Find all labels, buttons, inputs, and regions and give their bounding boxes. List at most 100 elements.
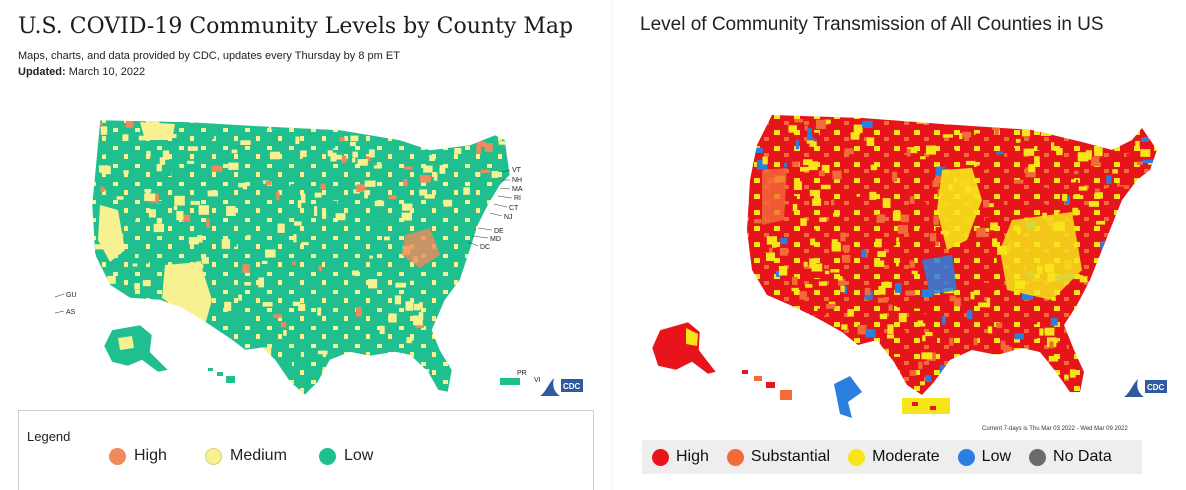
county-cell bbox=[301, 242, 309, 246]
county-cell bbox=[1091, 156, 1102, 167]
legend: Legend High Medium Low bbox=[18, 410, 594, 490]
county-cell bbox=[273, 136, 278, 147]
nj-label: NJ bbox=[504, 214, 513, 221]
county-cell bbox=[426, 378, 432, 384]
county-cell bbox=[328, 200, 338, 209]
county-cell bbox=[1024, 356, 1035, 364]
low-swatch bbox=[319, 447, 336, 465]
county-cell bbox=[987, 326, 993, 334]
county-cell bbox=[1107, 331, 1115, 338]
county-cell bbox=[170, 338, 181, 347]
county-cell bbox=[140, 389, 150, 393]
county-cell bbox=[842, 244, 850, 252]
legend-high-label-right: High bbox=[676, 448, 709, 465]
county-cell bbox=[394, 132, 401, 139]
legend-medium-label: Medium bbox=[230, 447, 287, 464]
county-cell bbox=[267, 257, 277, 266]
county-cell bbox=[240, 364, 250, 370]
county-cell bbox=[754, 219, 762, 224]
county-cell bbox=[413, 303, 421, 311]
county-cell bbox=[505, 122, 510, 132]
county-cell bbox=[763, 248, 770, 253]
county-cell bbox=[356, 184, 366, 192]
cdc-logo-right: CDC bbox=[1124, 379, 1167, 397]
community-transmission-panel: Level of Community Transmission of All C… bbox=[612, 0, 1186, 490]
county-cell bbox=[840, 285, 845, 293]
county-cell bbox=[1121, 303, 1132, 310]
legend-title: Legend bbox=[27, 429, 71, 444]
county-cell bbox=[388, 195, 397, 200]
county-cell bbox=[1051, 142, 1055, 151]
county-cell bbox=[1094, 147, 1103, 157]
county-cell bbox=[1149, 350, 1157, 355]
county-cell bbox=[935, 227, 943, 233]
county-cell bbox=[300, 193, 306, 203]
county-cell bbox=[146, 150, 151, 157]
county-cell bbox=[1085, 150, 1092, 160]
county-cell bbox=[906, 147, 918, 154]
alaska-shape-right bbox=[651, 321, 717, 375]
county-cell bbox=[211, 165, 223, 172]
county-cell bbox=[190, 200, 200, 205]
county-cell bbox=[1140, 137, 1149, 142]
county-cell bbox=[115, 381, 127, 385]
county-cell bbox=[927, 335, 938, 343]
county-cell bbox=[921, 352, 933, 360]
county-cell bbox=[439, 167, 446, 174]
county-cell bbox=[856, 394, 864, 395]
county-cell bbox=[240, 140, 251, 145]
county-cell bbox=[819, 217, 827, 222]
county-cell bbox=[1087, 128, 1098, 134]
county-cell bbox=[986, 297, 991, 308]
county-cell bbox=[132, 263, 138, 267]
county-cell bbox=[314, 206, 318, 216]
county-cell bbox=[1051, 297, 1056, 301]
us-county-map-transmission[interactable]: CDC bbox=[612, 0, 1186, 440]
county-cell bbox=[244, 282, 251, 286]
county-cell bbox=[748, 166, 752, 173]
county-cell bbox=[355, 366, 367, 372]
county-cell bbox=[402, 203, 413, 211]
county-cell bbox=[1137, 372, 1146, 378]
county-cell bbox=[803, 261, 808, 267]
county-cell bbox=[317, 307, 322, 316]
county-cell bbox=[1097, 299, 1104, 309]
county-cell bbox=[917, 320, 926, 327]
county-cell bbox=[855, 137, 860, 145]
us-county-map-community-levels[interactable]: PR VI GU AS VT NH MA RI CT NJ DE MD DC bbox=[0, 0, 612, 410]
nh-label: NH bbox=[512, 177, 522, 184]
county-cell bbox=[476, 145, 482, 154]
county-cell bbox=[162, 150, 170, 160]
county-cell bbox=[1062, 193, 1068, 201]
county-cell bbox=[959, 133, 963, 140]
county-cell bbox=[994, 130, 999, 135]
county-cell bbox=[187, 160, 195, 164]
legend-item-no-data: No Data bbox=[1029, 448, 1112, 466]
county-cell bbox=[1021, 369, 1029, 374]
county-cell bbox=[1021, 127, 1031, 137]
county-cell bbox=[820, 184, 831, 190]
county-cell bbox=[427, 137, 434, 142]
county-cell bbox=[950, 149, 956, 154]
county-cell bbox=[800, 166, 810, 172]
county-cell bbox=[276, 191, 280, 201]
county-cell bbox=[1056, 147, 1063, 156]
county-cell bbox=[838, 276, 843, 281]
county-cell bbox=[1131, 281, 1142, 292]
county-cell bbox=[803, 375, 813, 382]
county-cell bbox=[821, 164, 830, 174]
county-cell bbox=[246, 234, 251, 240]
legend-moderate-label: Moderate bbox=[872, 448, 940, 465]
county-cell bbox=[948, 295, 956, 302]
county-cell bbox=[923, 314, 932, 324]
county-cell bbox=[886, 334, 894, 339]
county-cell bbox=[1007, 148, 1016, 158]
plains-moderate-region bbox=[937, 168, 982, 250]
county-cell bbox=[1004, 197, 1009, 201]
county-cell bbox=[350, 135, 359, 142]
county-cell bbox=[419, 189, 428, 196]
county-cell bbox=[134, 283, 140, 290]
county-cell bbox=[867, 392, 878, 395]
county-cell bbox=[794, 119, 804, 123]
county-cell bbox=[969, 363, 974, 372]
